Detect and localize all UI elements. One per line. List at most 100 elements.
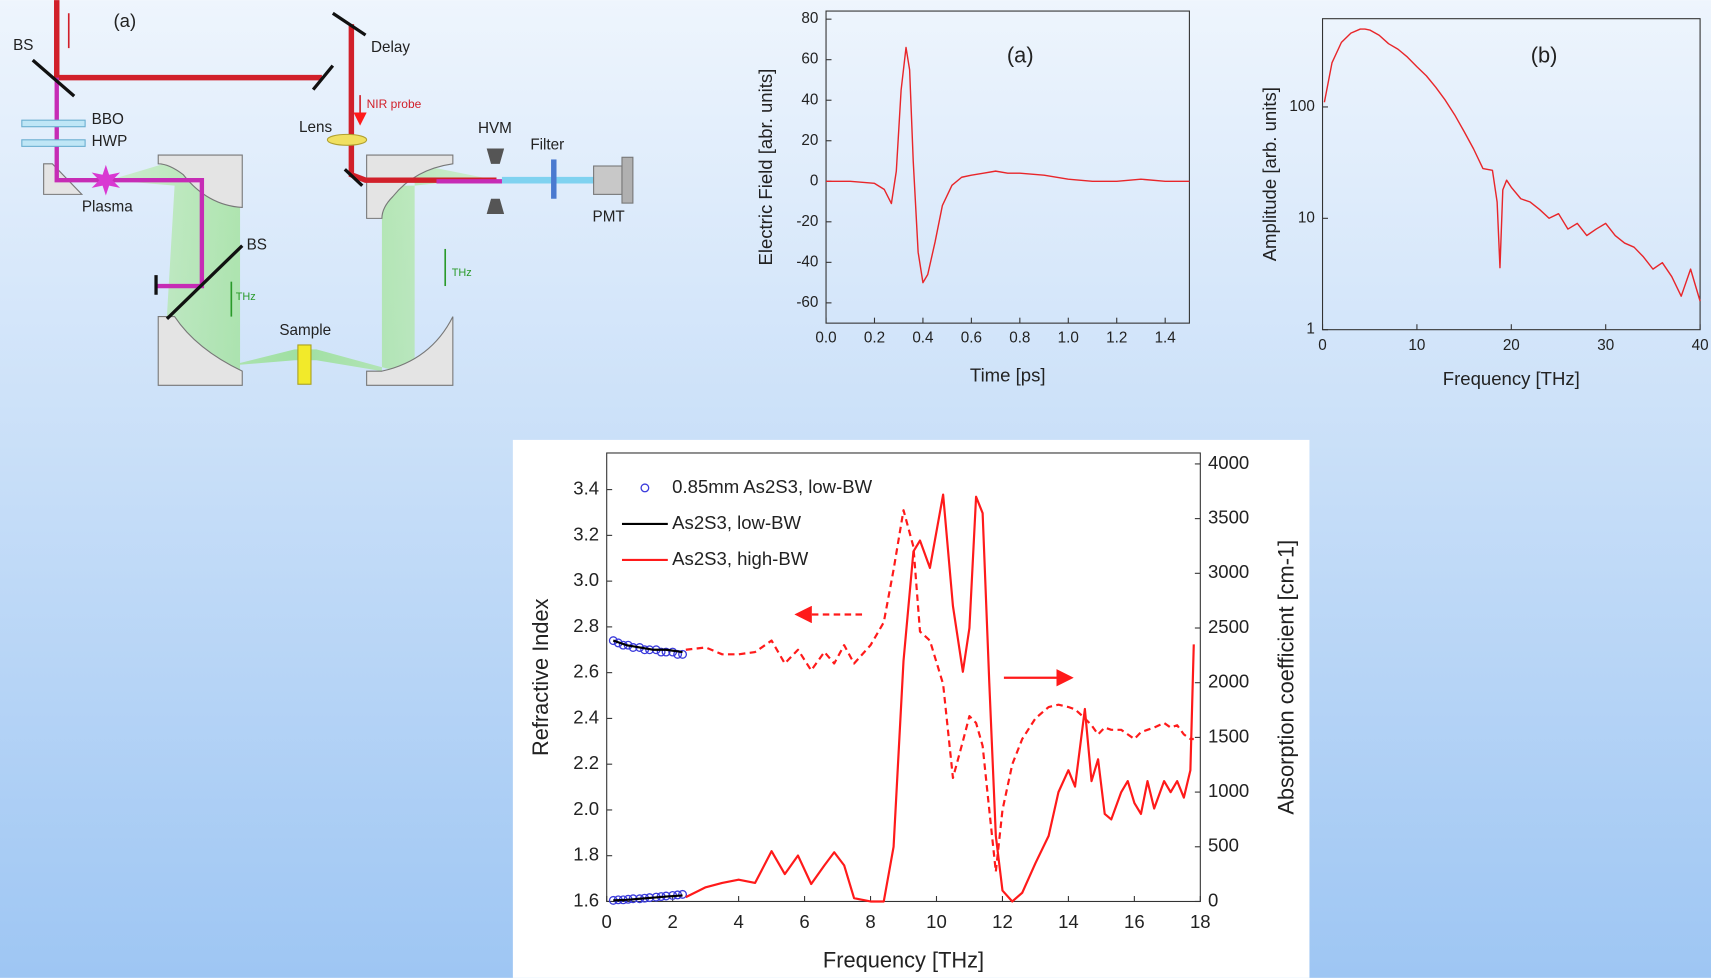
- x-axis-label: Frequency [THz]: [1443, 368, 1580, 389]
- filter: [551, 159, 557, 199]
- x-tick-label: 1.4: [1155, 329, 1177, 346]
- y2-tick-label: 1000: [1208, 780, 1249, 801]
- y2-tick-label: 4000: [1208, 452, 1249, 473]
- y-axis-label: Refractive Index: [528, 598, 553, 756]
- legend-label: 0.85mm As2S3, low-BW: [672, 476, 872, 497]
- chart-panel: [512, 439, 1310, 978]
- x-tick-label: 1.0: [1058, 329, 1079, 346]
- diagram-label: HWP: [92, 133, 128, 150]
- y2-tick-label: 2500: [1208, 616, 1249, 637]
- y-tick-label: -20: [796, 213, 818, 230]
- x-tick-label: 40: [1692, 337, 1709, 354]
- diagram-label: Delay: [371, 39, 410, 56]
- y2-tick-label: 500: [1208, 835, 1239, 856]
- legend-label: As2S3, low-BW: [672, 512, 801, 533]
- pmt: [621, 156, 634, 204]
- y-tick-label: 2.4: [573, 706, 599, 727]
- x-tick-label: 18: [1190, 911, 1211, 932]
- y-tick-label: 1.8: [573, 844, 599, 865]
- data-point: [661, 647, 671, 657]
- y-tick-label: 60: [801, 51, 818, 68]
- waveplate: [21, 139, 86, 147]
- y-tick-label: 20: [801, 132, 818, 149]
- diagram-label: BBO: [92, 111, 124, 128]
- data-line: [1323, 28, 1701, 302]
- y2-tick-label: 3500: [1208, 507, 1249, 528]
- y-tick-label: 1.6: [573, 889, 599, 910]
- x-tick-label: 0.0: [815, 329, 836, 346]
- x-tick-label: 10: [1408, 337, 1425, 354]
- x-tick-label: 20: [1503, 337, 1520, 354]
- x-tick-label: 4: [733, 911, 743, 932]
- y2-tick-label: 1500: [1208, 725, 1249, 746]
- y-tick-label: 3.4: [573, 478, 599, 499]
- data-line: [685, 509, 1194, 873]
- legend-label: As2S3, high-BW: [672, 548, 809, 569]
- diagram-label: Lens: [299, 119, 332, 136]
- data-point: [678, 649, 688, 659]
- x-axis-label: Frequency [THz]: [823, 947, 984, 972]
- sample: [297, 344, 312, 385]
- legend-marker: [640, 483, 650, 493]
- y-tick-label: 2.2: [573, 752, 599, 773]
- x-tick-label: 10: [926, 911, 947, 932]
- x-tick-label: 0: [1318, 337, 1326, 354]
- diagram-label: BS: [13, 37, 33, 54]
- lens: [326, 133, 368, 146]
- data-line: [612, 639, 683, 654]
- plasma: [91, 164, 121, 196]
- mirror: [157, 316, 243, 386]
- y-tick-label: 2.0: [573, 798, 599, 819]
- hvm: [486, 148, 505, 215]
- diagram-label: THz: [452, 267, 472, 279]
- x-tick-label: 8: [865, 911, 875, 932]
- y-tick-label: 40: [801, 91, 818, 108]
- data-line: [613, 894, 683, 902]
- x-tick-label: 0.8: [1009, 329, 1030, 346]
- x-tick-label: 0.2: [864, 329, 885, 346]
- arrow: [67, 13, 360, 122]
- x-tick-label: 6: [799, 911, 809, 932]
- x-tick-label: 30: [1597, 337, 1614, 354]
- x-tick-label: 2: [667, 911, 677, 932]
- plot-frame: [606, 452, 1201, 903]
- diagram-label: THz: [236, 291, 256, 303]
- y-tick-label: 2.8: [573, 615, 599, 636]
- x-tick-label: 1.2: [1106, 329, 1127, 346]
- data-line: [826, 46, 1190, 284]
- diagram-label: BS: [247, 237, 267, 254]
- chart-title: (b): [1531, 43, 1558, 68]
- data-point: [678, 889, 688, 899]
- y2-axis-label: Absorption coefficient [cm-1]: [1273, 540, 1298, 815]
- diagram-label: Filter: [530, 136, 564, 153]
- x-axis-label: Time [ps]: [970, 365, 1046, 386]
- x-tick-label: 0.6: [961, 329, 982, 346]
- y-tick-label: 3.0: [573, 569, 599, 590]
- data-point: [656, 647, 666, 657]
- y-tick-label: 10: [1298, 209, 1315, 226]
- x-tick-label: 12: [992, 911, 1013, 932]
- y2-tick-label: 3000: [1208, 561, 1249, 582]
- y-axis-label: Amplitude [arb. units]: [1259, 87, 1280, 261]
- plot-frame: [825, 10, 1190, 324]
- diagram-label: Sample: [279, 322, 331, 339]
- y-tick-label: 1: [1306, 321, 1315, 338]
- x-tick-label: 0.4: [912, 329, 934, 346]
- mirror: [366, 154, 454, 219]
- diagram-label: PMT: [593, 208, 625, 225]
- diagram-label: HVM: [478, 120, 512, 137]
- data-line: [685, 493, 1195, 903]
- crystal: [21, 119, 86, 128]
- pmt: [593, 165, 623, 195]
- y2-tick-label: 0: [1208, 889, 1218, 910]
- setup-diagram: (a) BS Delay NIR probe Lens BBO HWP Plas…: [13, 0, 634, 386]
- mirror: [366, 316, 454, 386]
- chart-title: (a): [1007, 43, 1034, 68]
- diagram-label: Plasma: [82, 199, 133, 216]
- diagram-label: NIR probe: [367, 97, 422, 111]
- diagram-label: (a): [113, 10, 136, 31]
- y2-tick-label: 2000: [1208, 671, 1249, 692]
- optic: [31, 11, 367, 320]
- y-tick-label: 100: [1289, 98, 1314, 115]
